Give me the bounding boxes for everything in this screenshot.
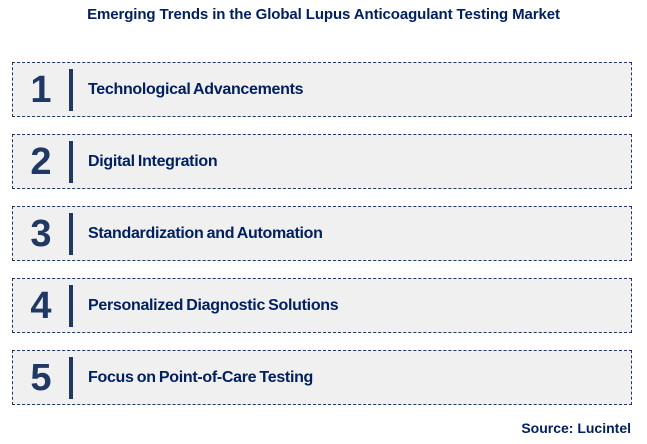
trend-row-2: 2 Digital Integration [12,134,632,189]
trend-list: 1 Technological Advancements 2 Digital I… [12,62,632,405]
page-title: Emerging Trends in the Global Lupus Anti… [87,6,560,23]
trend-row-1: 1 Technological Advancements [12,62,632,117]
trend-label: Technological Advancements [88,80,304,98]
number-divider-bar [69,212,73,255]
trend-row-5: 5 Focus on Point-of-Care Testing [12,350,632,405]
source-label: Source: Lucintel [521,420,631,436]
trend-row-3: 3 Standardization and Automation [12,206,632,261]
trend-number: 5 [30,356,52,399]
trend-label: Standardization and Automation [88,224,323,242]
trend-row-4: 4 Personalized Diagnostic Solutions [12,278,632,333]
number-divider-bar [69,140,73,183]
number-divider-bar [69,68,73,111]
number-divider-bar [69,356,73,399]
trend-number: 1 [30,68,52,111]
trend-number: 2 [30,140,52,183]
trend-label: Personalized Diagnostic Solutions [88,296,339,314]
trend-number: 3 [30,212,52,255]
number-divider-bar [69,284,73,327]
trend-label: Focus on Point-of-Care Testing [88,368,314,386]
trend-label: Digital Integration [88,152,218,170]
trend-number: 4 [30,284,52,327]
